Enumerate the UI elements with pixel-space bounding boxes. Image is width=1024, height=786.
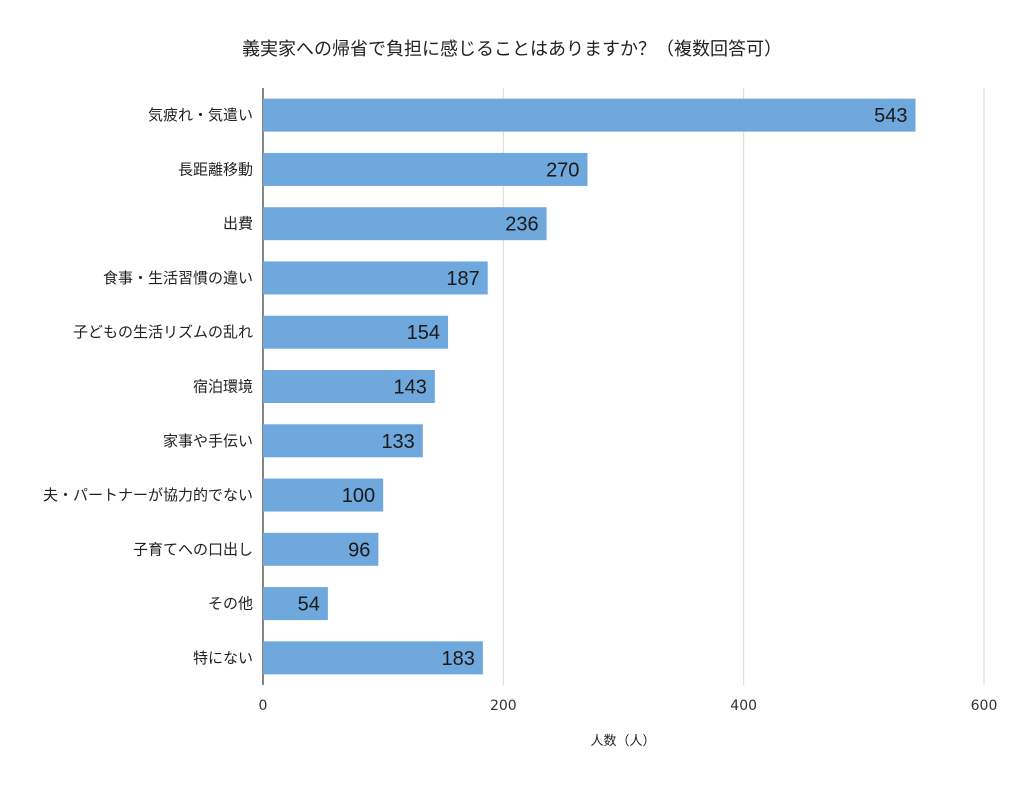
x-tick-label: 0 — [259, 698, 268, 714]
category-label: 特にない — [193, 649, 253, 667]
bar — [263, 478, 384, 512]
category-label: 宿泊環境 — [193, 378, 253, 396]
data-label: 143 — [393, 377, 426, 399]
bar — [263, 207, 547, 241]
data-label: 543 — [874, 105, 907, 127]
data-label: 133 — [381, 431, 414, 453]
data-label: 96 — [348, 539, 370, 561]
category-label: 気疲れ・気遣い — [148, 106, 253, 124]
category-label: 夫・パートナーが協力的でない — [43, 486, 253, 504]
category-label: 長距離移動 — [178, 160, 253, 178]
bars — [263, 98, 916, 675]
chart-title: 義実家への帰省で負担に感じることはありますか？（複数回答可） — [242, 39, 782, 60]
data-label: 100 — [342, 485, 375, 507]
data-label: 270 — [546, 159, 579, 181]
category-label: 家事や手伝い — [163, 432, 253, 450]
x-tick-label: 400 — [730, 698, 757, 714]
bar — [263, 370, 435, 403]
bar — [263, 98, 916, 132]
x-axis-title: 人数（人） — [590, 734, 655, 749]
bar — [263, 641, 483, 675]
x-tick-label: 600 — [971, 698, 998, 714]
bar — [263, 532, 379, 566]
x-axis-ticks: 0 200 400 600 — [259, 698, 998, 714]
bar — [263, 587, 328, 621]
x-tick-label: 200 — [490, 698, 517, 714]
bar — [263, 152, 588, 186]
data-label: 54 — [298, 594, 320, 616]
category-label: 出費 — [223, 215, 253, 233]
category-label: その他 — [208, 595, 253, 613]
data-label: 187 — [446, 268, 479, 290]
category-labels: 気疲れ・気遣い長距離移動出費食事・生活習慣の違い子どもの生活リズムの乱れ宿泊環境… — [43, 106, 253, 667]
bar — [263, 261, 488, 295]
bar — [263, 424, 423, 458]
data-label: 154 — [407, 322, 440, 344]
value-labels: 543 270 236 187 154 143 133 100 96 54 183 — [298, 105, 908, 670]
bar — [263, 315, 449, 349]
data-label: 183 — [442, 648, 475, 670]
category-label: 子育てへの口出し — [133, 540, 253, 558]
data-label: 236 — [505, 214, 538, 236]
category-label: 子どもの生活リズムの乱れ — [73, 323, 253, 341]
category-label: 食事・生活習慣の違い — [103, 269, 253, 287]
